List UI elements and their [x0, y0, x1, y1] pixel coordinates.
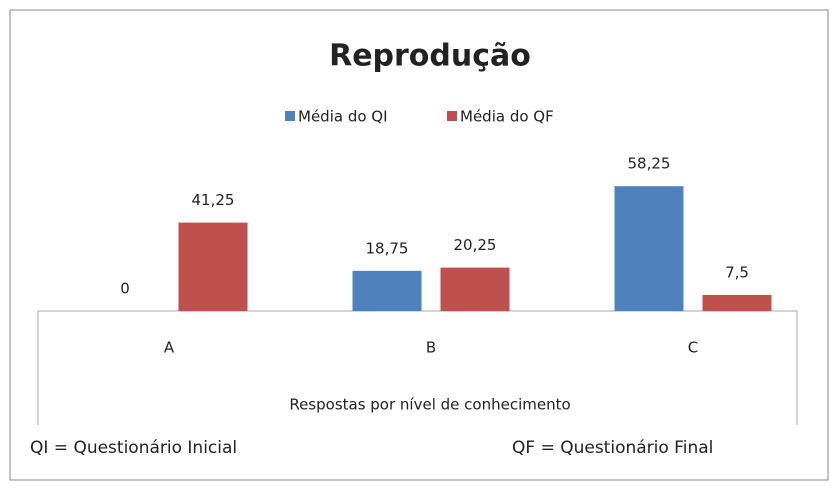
x-tick-label: A: [164, 339, 175, 357]
bar: [178, 222, 248, 311]
data-label: 20,25: [454, 236, 497, 254]
data-label: 41,25: [192, 191, 235, 209]
bar: [352, 270, 422, 311]
legend-swatch: [285, 111, 295, 121]
annotation: QF = Questionário Final: [512, 438, 713, 458]
chart-title: Reprodução: [329, 39, 531, 74]
data-label: 7,5: [725, 263, 749, 281]
data-label: 18,75: [366, 239, 409, 257]
data-label: 58,25: [628, 155, 671, 173]
legend-label: Média do QI: [298, 108, 388, 126]
chart-border: [9, 9, 829, 481]
annotation: QI = Questionário Inicial: [30, 438, 237, 458]
x-axis-label: Respostas por nível de conhecimento: [289, 396, 570, 414]
legend-swatch: [447, 111, 457, 121]
bar: [614, 186, 684, 311]
x-tick-label: C: [688, 339, 698, 357]
x-tick-label: B: [426, 339, 436, 357]
bar: [702, 294, 772, 311]
data-label: 0: [120, 280, 130, 298]
legend-label: Média do QF: [460, 108, 554, 126]
bar: [440, 267, 510, 311]
